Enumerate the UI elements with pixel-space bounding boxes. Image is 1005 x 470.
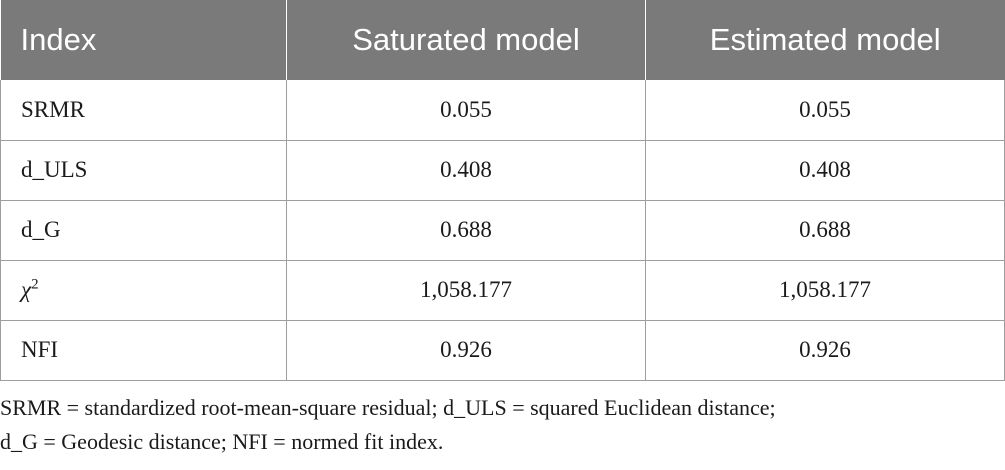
chi-superscript: 2 (31, 276, 39, 293)
table-row: SRMR 0.055 0.055 (0, 80, 1005, 141)
table-row: d_G 0.688 0.688 (0, 200, 1005, 261)
estimated-value: 0.055 (645, 80, 1005, 141)
saturated-value: 0.926 (286, 320, 646, 381)
row-index-label: SRMR (0, 80, 287, 141)
footnote-line-1: SRMR = standardized root-mean-square res… (0, 395, 776, 420)
footnote-line-2: d_G = Geodesic distance; NFI = normed fi… (0, 429, 444, 454)
chi-symbol: χ (21, 277, 32, 302)
saturated-value: 0.688 (286, 200, 646, 261)
table-row: d_ULS 0.408 0.408 (0, 140, 1005, 201)
estimated-value: 0.926 (645, 320, 1005, 381)
row-index-label: d_ULS (0, 140, 287, 201)
saturated-value: 0.408 (286, 140, 646, 201)
fit-indices-table: Index Saturated model Estimated model SR… (0, 0, 1005, 381)
header-index: Index (0, 0, 287, 80)
table-row: NFI 0.926 0.926 (0, 320, 1005, 381)
header-saturated-model: Saturated model (286, 0, 646, 80)
row-index-label: d_G (0, 200, 287, 261)
fit-indices-table-container: Index Saturated model Estimated model SR… (0, 0, 1005, 381)
row-index-label: NFI (0, 320, 287, 381)
estimated-value: 1,058.177 (645, 260, 1005, 321)
header-estimated-model: Estimated model (645, 0, 1005, 80)
saturated-value: 1,058.177 (286, 260, 646, 321)
row-index-label: χ2 (0, 260, 287, 321)
table-footnote: SRMR = standardized root-mean-square res… (0, 391, 1000, 459)
table-header-row: Index Saturated model Estimated model (0, 0, 1005, 80)
estimated-value: 0.688 (645, 200, 1005, 261)
estimated-value: 0.408 (645, 140, 1005, 201)
saturated-value: 0.055 (286, 80, 646, 141)
table-row: χ2 1,058.177 1,058.177 (0, 260, 1005, 321)
